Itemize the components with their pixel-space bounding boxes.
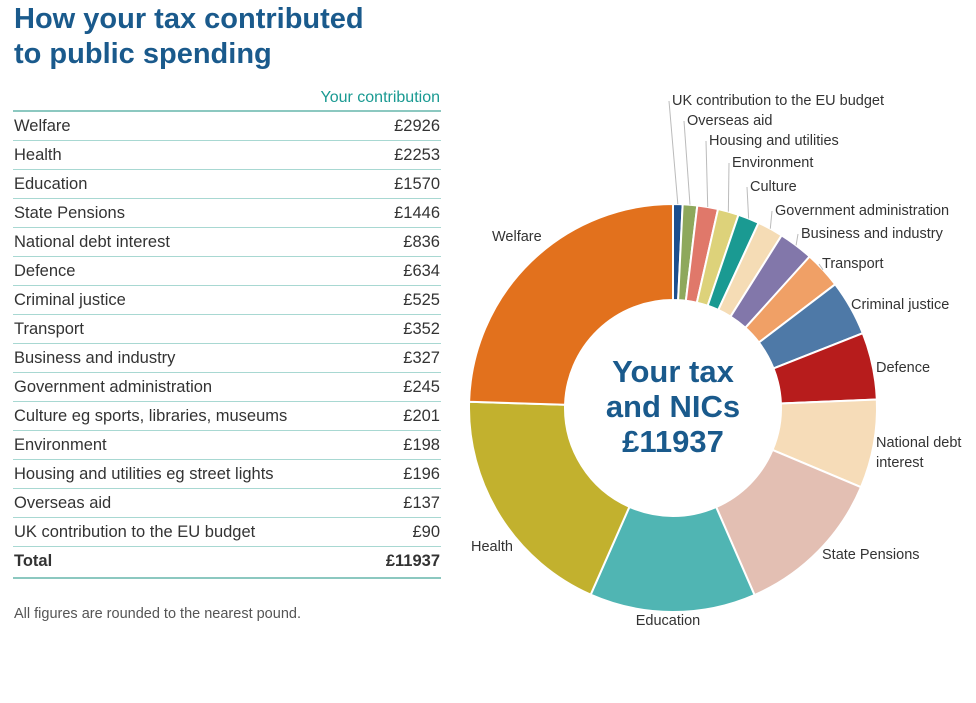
- row-category: UK contribution to the EU budget: [14, 523, 256, 541]
- slice-label-culture: Culture: [750, 179, 797, 195]
- table-row: UK contribution to the EU budget £90: [13, 518, 441, 547]
- row-value: £201: [403, 407, 440, 425]
- leader-line-culture: [746, 186, 750, 219]
- leader-line-uk-contribution-to-the-eu-budget: [668, 100, 679, 205]
- row-category: Overseas aid: [14, 494, 112, 512]
- slice-health: [468, 400, 631, 596]
- table-row: State Pensions £1446: [13, 199, 441, 228]
- row-category: State Pensions: [14, 204, 125, 222]
- slice-label-state-pensions: State Pensions: [822, 547, 920, 563]
- row-category: Criminal justice: [14, 291, 126, 309]
- center-label-line-1: Your tax: [612, 354, 734, 389]
- row-value: £137: [403, 494, 440, 512]
- slice-label-business-and-industry: Business and industry: [801, 226, 944, 242]
- slice-label-government-administration: Government administration: [775, 203, 949, 219]
- row-category: Defence: [14, 262, 76, 280]
- slice-welfare: [468, 202, 674, 406]
- row-category: Housing and utilities eg street lights: [14, 465, 274, 483]
- row-category: Government administration: [14, 378, 213, 396]
- row-value: £836: [403, 233, 440, 251]
- total-value: £11937: [385, 552, 440, 570]
- leader-line-environment: [727, 162, 730, 212]
- slice-label-criminal-justice: Criminal justice: [851, 297, 949, 313]
- leader-line-overseas-aid: [683, 120, 691, 205]
- row-value: £90: [412, 523, 440, 541]
- row-category: Culture eg sports, libraries, museums: [14, 407, 288, 425]
- table-row: Business and industry £327: [13, 344, 441, 373]
- row-value: £1570: [394, 175, 440, 193]
- row-value: £245: [403, 378, 440, 396]
- row-value: £352: [403, 320, 440, 338]
- slice-label-national-debt-interest: National debt interest: [876, 435, 961, 471]
- table-row: National debt interest £836: [13, 228, 441, 257]
- leader-line-business-and-industry: [795, 233, 799, 246]
- table-row: Overseas aid £137: [13, 489, 441, 518]
- center-label-line-3: £11937: [622, 424, 724, 459]
- row-category: Environment: [14, 436, 107, 454]
- table-row: Defence £634: [13, 257, 441, 286]
- title-line-1: How your tax contributed: [14, 3, 364, 35]
- row-value: £1446: [394, 204, 440, 222]
- row-value: £198: [403, 436, 440, 454]
- table-row: Criminal justice £525: [13, 286, 441, 315]
- title-line-2: to public spending: [14, 38, 272, 70]
- slice-label-housing-and-utilities: Housing and utilities: [709, 133, 839, 149]
- row-category: National debt interest: [14, 233, 170, 251]
- row-category: Transport: [14, 320, 84, 338]
- leader-line-government-administration: [769, 210, 773, 229]
- slice-label-overseas-aid: Overseas aid: [687, 113, 772, 129]
- center-label-line-2: and NICs: [606, 389, 740, 424]
- row-value: £634: [403, 262, 440, 280]
- total-row: Total £11937: [13, 547, 441, 579]
- slice-label-environment: Environment: [732, 155, 813, 171]
- slice-label-health: Health: [471, 539, 513, 555]
- table-row: Welfare £2926: [13, 112, 441, 141]
- footnote: All figures are rounded to the nearest p…: [14, 606, 301, 622]
- table-body: Welfare £2926 Health £2253 Education £1570 Sta…: [13, 112, 441, 547]
- page-title: How your tax contributed to public spend…: [14, 2, 364, 72]
- total-label: Total: [14, 552, 53, 570]
- slice-label-uk-contribution-to-the-eu-budget: UK contribution to the EU budget: [672, 93, 884, 109]
- spending-donut-chart: UK contribution to the EU budget Overseas…: [468, 93, 961, 629]
- table-header: Your contribution: [13, 86, 441, 112]
- table-row: Government administration £245: [13, 373, 441, 402]
- table-row: Housing and utilities eg street lights £1…: [13, 460, 441, 489]
- contribution-table: Your contribution Welfare £2926 Health £225…: [13, 86, 441, 579]
- row-value: £2926: [394, 117, 440, 135]
- table-row: Environment £198: [13, 431, 441, 460]
- row-category: Education: [14, 175, 88, 193]
- table-row: Education £1570: [13, 170, 441, 199]
- leader-line-transport: [818, 263, 824, 271]
- column-header-contribution: Your contribution: [320, 89, 441, 106]
- row-value: £196: [403, 465, 440, 483]
- slice-label-defence: Defence: [876, 360, 930, 376]
- row-value: £525: [403, 291, 440, 309]
- table-row: Health £2253: [13, 141, 441, 170]
- row-value: £2253: [394, 146, 440, 164]
- slice-label-transport: Transport: [822, 256, 884, 272]
- leader-line-housing-and-utilities: [705, 140, 709, 207]
- row-value: £327: [403, 349, 440, 367]
- table-row: Culture eg sports, libraries, museums £20…: [13, 402, 441, 431]
- row-category: Welfare: [14, 117, 71, 135]
- row-category: Business and industry: [14, 349, 176, 367]
- slice-label-education: Education: [636, 613, 701, 629]
- row-category: Health: [14, 146, 62, 164]
- slice-label-welfare: Welfare: [492, 229, 542, 245]
- table-row: Transport £352: [13, 315, 441, 344]
